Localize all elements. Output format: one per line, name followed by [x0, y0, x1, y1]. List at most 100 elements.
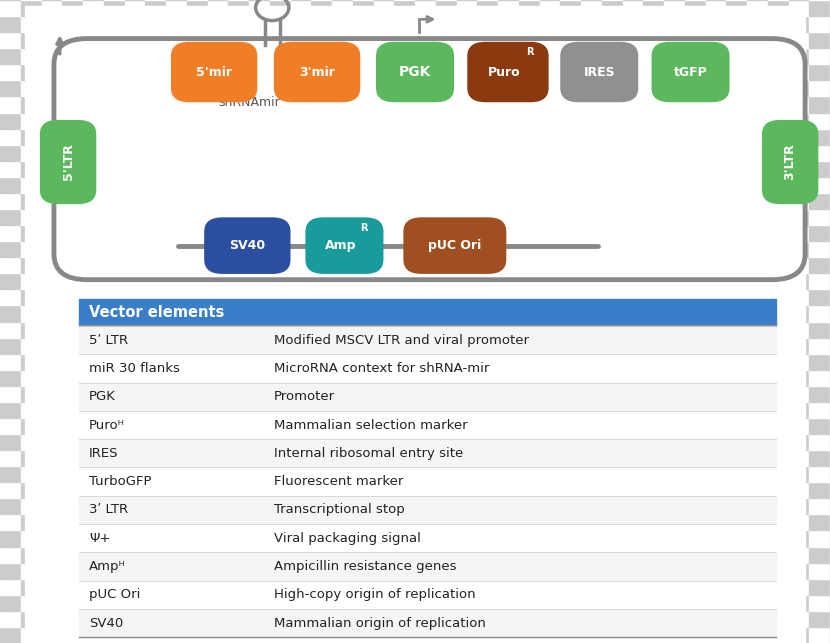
Bar — [436, 209, 456, 225]
Bar — [809, 322, 830, 338]
Bar — [540, 64, 560, 80]
Bar — [436, 530, 456, 547]
Bar — [166, 64, 187, 80]
Bar — [83, 514, 104, 530]
Bar — [62, 563, 83, 579]
Bar — [290, 547, 311, 563]
Bar — [602, 466, 622, 482]
Bar — [747, 305, 768, 322]
Bar — [540, 273, 560, 289]
Bar — [457, 193, 477, 209]
Bar — [374, 579, 394, 595]
Bar — [809, 0, 830, 16]
Bar — [311, 64, 332, 80]
Bar — [664, 193, 685, 209]
Bar — [726, 145, 747, 161]
Bar — [249, 225, 270, 241]
Bar — [394, 305, 415, 322]
Bar — [809, 145, 830, 161]
Bar — [62, 370, 83, 386]
Bar — [21, 0, 42, 16]
Bar — [21, 466, 42, 482]
Bar — [622, 370, 643, 386]
FancyBboxPatch shape — [376, 42, 454, 102]
Bar — [124, 96, 145, 113]
Bar — [498, 16, 519, 32]
Bar — [706, 257, 726, 273]
Bar — [394, 547, 415, 563]
Bar — [581, 32, 602, 48]
Bar — [540, 209, 560, 225]
Bar — [394, 322, 415, 338]
Bar — [706, 354, 726, 370]
Bar — [83, 595, 104, 611]
Bar — [208, 257, 228, 273]
Bar — [457, 434, 477, 450]
Bar — [477, 289, 498, 305]
Bar — [290, 225, 311, 241]
Bar — [436, 579, 456, 595]
Bar — [79, 411, 776, 439]
Text: High-copy origin of replication: High-copy origin of replication — [274, 588, 476, 601]
Bar — [208, 611, 228, 627]
Bar — [768, 354, 788, 370]
Bar — [311, 466, 332, 482]
Bar — [270, 32, 290, 48]
Bar — [228, 514, 249, 530]
Bar — [332, 273, 353, 289]
Bar — [706, 209, 726, 225]
Bar — [228, 595, 249, 611]
Bar — [79, 609, 776, 637]
Bar — [62, 514, 83, 530]
Bar — [166, 48, 187, 64]
Bar — [643, 96, 664, 113]
Bar — [83, 386, 104, 402]
Bar — [374, 547, 394, 563]
Bar — [290, 273, 311, 289]
Bar — [21, 402, 42, 418]
Bar — [768, 402, 788, 418]
Bar — [21, 338, 42, 354]
Bar — [457, 241, 477, 257]
Bar — [706, 305, 726, 322]
Bar — [622, 257, 643, 273]
Bar — [622, 16, 643, 32]
Bar — [353, 370, 374, 386]
Bar — [166, 145, 187, 161]
Bar — [208, 96, 228, 113]
Bar — [726, 305, 747, 322]
Bar — [664, 354, 685, 370]
Bar — [706, 418, 726, 434]
Bar — [394, 113, 415, 129]
Bar — [809, 354, 830, 370]
Bar — [394, 386, 415, 402]
Text: R: R — [525, 47, 534, 57]
Bar — [768, 273, 788, 289]
Bar — [581, 0, 602, 16]
Bar — [706, 177, 726, 193]
Bar — [560, 161, 581, 177]
Bar — [436, 627, 456, 643]
Bar — [311, 595, 332, 611]
Bar — [706, 434, 726, 450]
Bar — [249, 547, 270, 563]
Bar — [477, 370, 498, 386]
Bar — [21, 370, 42, 386]
Bar — [540, 241, 560, 257]
Bar — [124, 579, 145, 595]
Bar — [208, 386, 228, 402]
Bar — [104, 482, 124, 498]
Bar — [602, 370, 622, 386]
Bar — [21, 386, 42, 402]
Bar — [436, 177, 456, 193]
Bar — [726, 161, 747, 177]
Bar — [809, 386, 830, 402]
Bar — [664, 563, 685, 579]
Bar — [643, 595, 664, 611]
Bar — [477, 354, 498, 370]
Bar — [124, 547, 145, 563]
Bar — [706, 193, 726, 209]
Bar — [747, 113, 768, 129]
Bar — [374, 530, 394, 547]
Bar — [540, 113, 560, 129]
